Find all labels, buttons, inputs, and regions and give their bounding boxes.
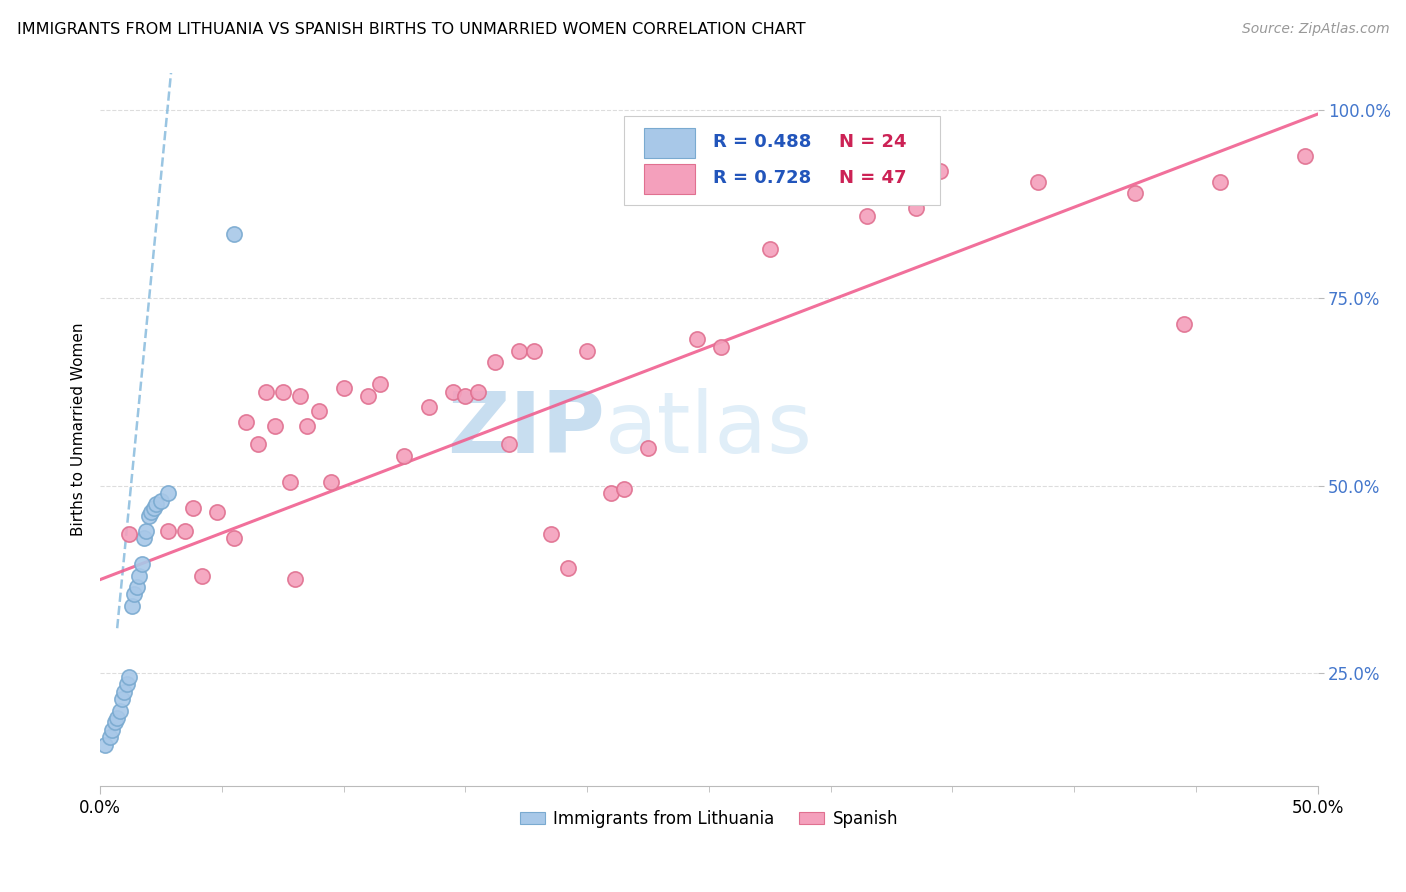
Point [467, 384, 489, 399]
Point [1123, 186, 1146, 200]
Point [157, 486, 180, 500]
Point [758, 242, 780, 256]
Point [1173, 318, 1195, 332]
Point [284, 573, 307, 587]
Text: R = 0.728: R = 0.728 [713, 169, 811, 187]
Point [222, 531, 245, 545]
Point [394, 449, 416, 463]
Y-axis label: Births to Unmarried Women: Births to Unmarried Women [72, 323, 86, 536]
Text: IMMIGRANTS FROM LITHUANIA VS SPANISH BIRTHS TO UNMARRIED WOMEN CORRELATION CHART: IMMIGRANTS FROM LITHUANIA VS SPANISH BIR… [17, 22, 806, 37]
Point [357, 389, 380, 403]
Point [332, 381, 354, 395]
Point [295, 418, 318, 433]
Point [101, 723, 124, 737]
Point [131, 558, 153, 572]
Point [613, 483, 636, 497]
Point [368, 377, 391, 392]
Point [637, 441, 659, 455]
Text: R = 0.488: R = 0.488 [713, 133, 811, 152]
Point [191, 568, 214, 582]
Point [142, 501, 165, 516]
Point [104, 714, 127, 729]
Point [138, 508, 160, 523]
Point [1026, 175, 1049, 189]
Point [122, 587, 145, 601]
Point [181, 501, 204, 516]
Point [135, 524, 157, 538]
Text: N = 24: N = 24 [839, 133, 907, 152]
Point [264, 418, 287, 433]
Point [929, 163, 952, 178]
FancyBboxPatch shape [644, 128, 696, 158]
Point [710, 340, 733, 354]
Point [128, 568, 150, 582]
Point [278, 475, 301, 489]
FancyBboxPatch shape [624, 116, 941, 205]
Point [111, 692, 134, 706]
Text: ZIP: ZIP [447, 388, 606, 471]
Point [247, 437, 270, 451]
Point [118, 527, 141, 541]
Text: atlas: atlas [606, 388, 814, 471]
Point [522, 343, 544, 358]
Point [418, 400, 440, 414]
Text: N = 47: N = 47 [839, 169, 907, 187]
FancyBboxPatch shape [644, 164, 696, 194]
Point [115, 677, 138, 691]
Point [205, 505, 228, 519]
Point [145, 497, 167, 511]
Point [94, 738, 117, 752]
Point [1294, 148, 1316, 162]
Point [105, 711, 128, 725]
Point [125, 580, 148, 594]
Point [321, 475, 343, 489]
Point [498, 437, 520, 451]
Point [557, 561, 579, 575]
Point [174, 524, 197, 538]
Point [150, 493, 173, 508]
Point [508, 343, 530, 358]
Legend: Immigrants from Lithuania, Spanish: Immigrants from Lithuania, Spanish [513, 803, 904, 835]
Point [540, 527, 562, 541]
Point [904, 201, 927, 215]
Text: Source: ZipAtlas.com: Source: ZipAtlas.com [1241, 22, 1389, 37]
Point [141, 505, 163, 519]
Point [254, 384, 277, 399]
Point [222, 227, 245, 242]
Point [121, 599, 143, 613]
Point [235, 415, 257, 429]
Point [157, 524, 180, 538]
Point [108, 704, 131, 718]
Point [484, 355, 506, 369]
Point [118, 670, 141, 684]
Point [576, 343, 599, 358]
Point [114, 685, 136, 699]
Point [271, 384, 294, 399]
Point [308, 403, 330, 417]
Point [288, 389, 311, 403]
Point [686, 332, 709, 346]
Point [600, 486, 623, 500]
Point [98, 730, 121, 744]
Point [441, 384, 464, 399]
Point [856, 209, 879, 223]
Point [132, 531, 155, 545]
Point [1209, 175, 1232, 189]
Point [454, 389, 477, 403]
